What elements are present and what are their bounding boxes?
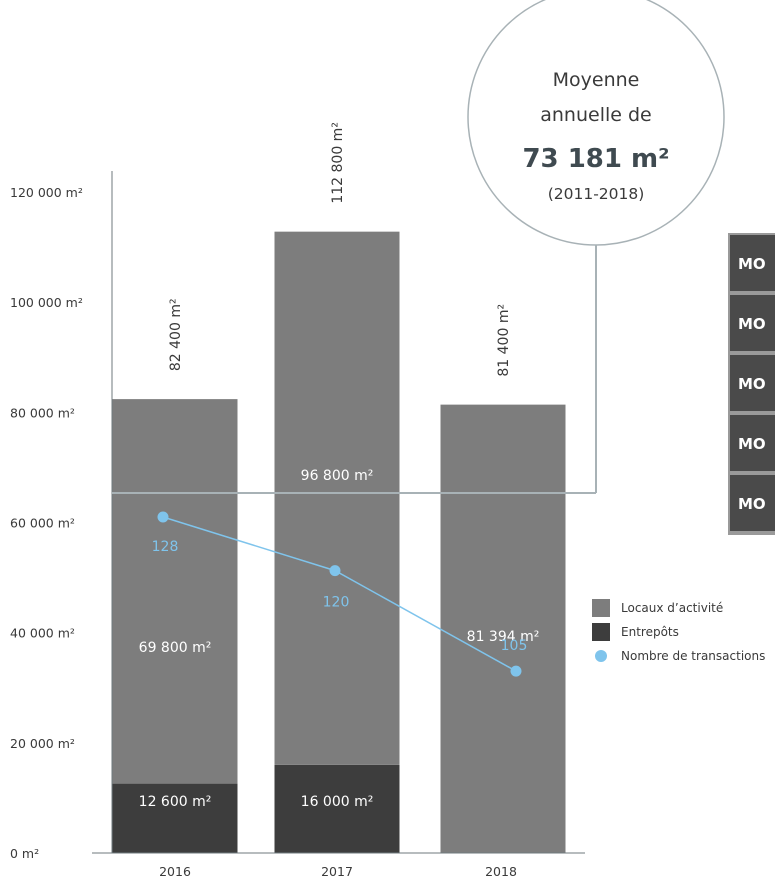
callout-period: (2011-2018) [548, 185, 645, 203]
bar-total-label: 112 800 m² [330, 122, 346, 204]
legend: Locaux d’activité Entrepôts Nombre de tran… [592, 599, 765, 663]
legend-swatch-entrepots [592, 623, 610, 641]
side-panel-label: MO [738, 315, 766, 333]
y-tick-label: 80 000 m² [10, 405, 75, 420]
legend-label: Locaux d’activité [621, 601, 723, 615]
y-tick-label: 60 000 m² [10, 516, 75, 531]
y-tick-label: 0 m² [10, 846, 39, 861]
bar-locaux-2017 [275, 232, 400, 765]
entrepots-value-label: 12 600 m² [139, 794, 212, 810]
bar-total-label: 82 400 m² [168, 298, 184, 371]
entrepots-value-label: 16 000 m² [301, 794, 374, 810]
transactions-point [158, 512, 169, 523]
y-tick-label: 120 000 m² [10, 185, 83, 200]
side-panel-label: MO [738, 255, 766, 273]
legend-swatch-locaux [592, 599, 610, 617]
y-axis: 0 m² 20 000 m² 40 000 m² 60 000 m² 80 000 m²… [10, 171, 112, 861]
transactions-point [330, 565, 341, 576]
side-panel: MO MO MO MO MO [728, 233, 775, 535]
side-panel-label: MO [738, 495, 766, 513]
y-tick-label: 100 000 m² [10, 295, 83, 310]
x-axis: 2016 2017 2018 [92, 853, 585, 879]
locaux-value-label: 69 800 m² [139, 640, 212, 656]
transactions-value-label: 120 [323, 595, 350, 611]
y-tick-label: 20 000 m² [10, 736, 75, 751]
legend-swatch-transactions [595, 650, 607, 662]
side-panel-label: MO [738, 375, 766, 393]
locaux-value-label: 96 800 m² [301, 468, 374, 484]
legend-label: Entrepôts [621, 625, 679, 639]
callout-value: 73 181 m² [522, 144, 669, 174]
transactions-point [511, 666, 522, 677]
legend-label: Nombre de transactions [621, 649, 765, 663]
transactions-value-label: 128 [152, 539, 179, 555]
x-tick-label: 2016 [159, 864, 191, 879]
average-callout: Moyenne annuelle de 73 181 m² (2011-2018… [468, 0, 724, 245]
y-tick-label: 40 000 m² [10, 626, 75, 641]
bar-total-label: 81 400 m² [496, 304, 512, 377]
callout-line1: Moyenne [553, 69, 640, 91]
callout-line2: annuelle de [540, 104, 652, 126]
x-tick-label: 2018 [485, 864, 517, 879]
side-panel-label: MO [738, 435, 766, 453]
bar-locaux-2016 [113, 399, 238, 783]
transactions-value-label: 105 [501, 638, 528, 654]
x-tick-label: 2017 [321, 864, 353, 879]
